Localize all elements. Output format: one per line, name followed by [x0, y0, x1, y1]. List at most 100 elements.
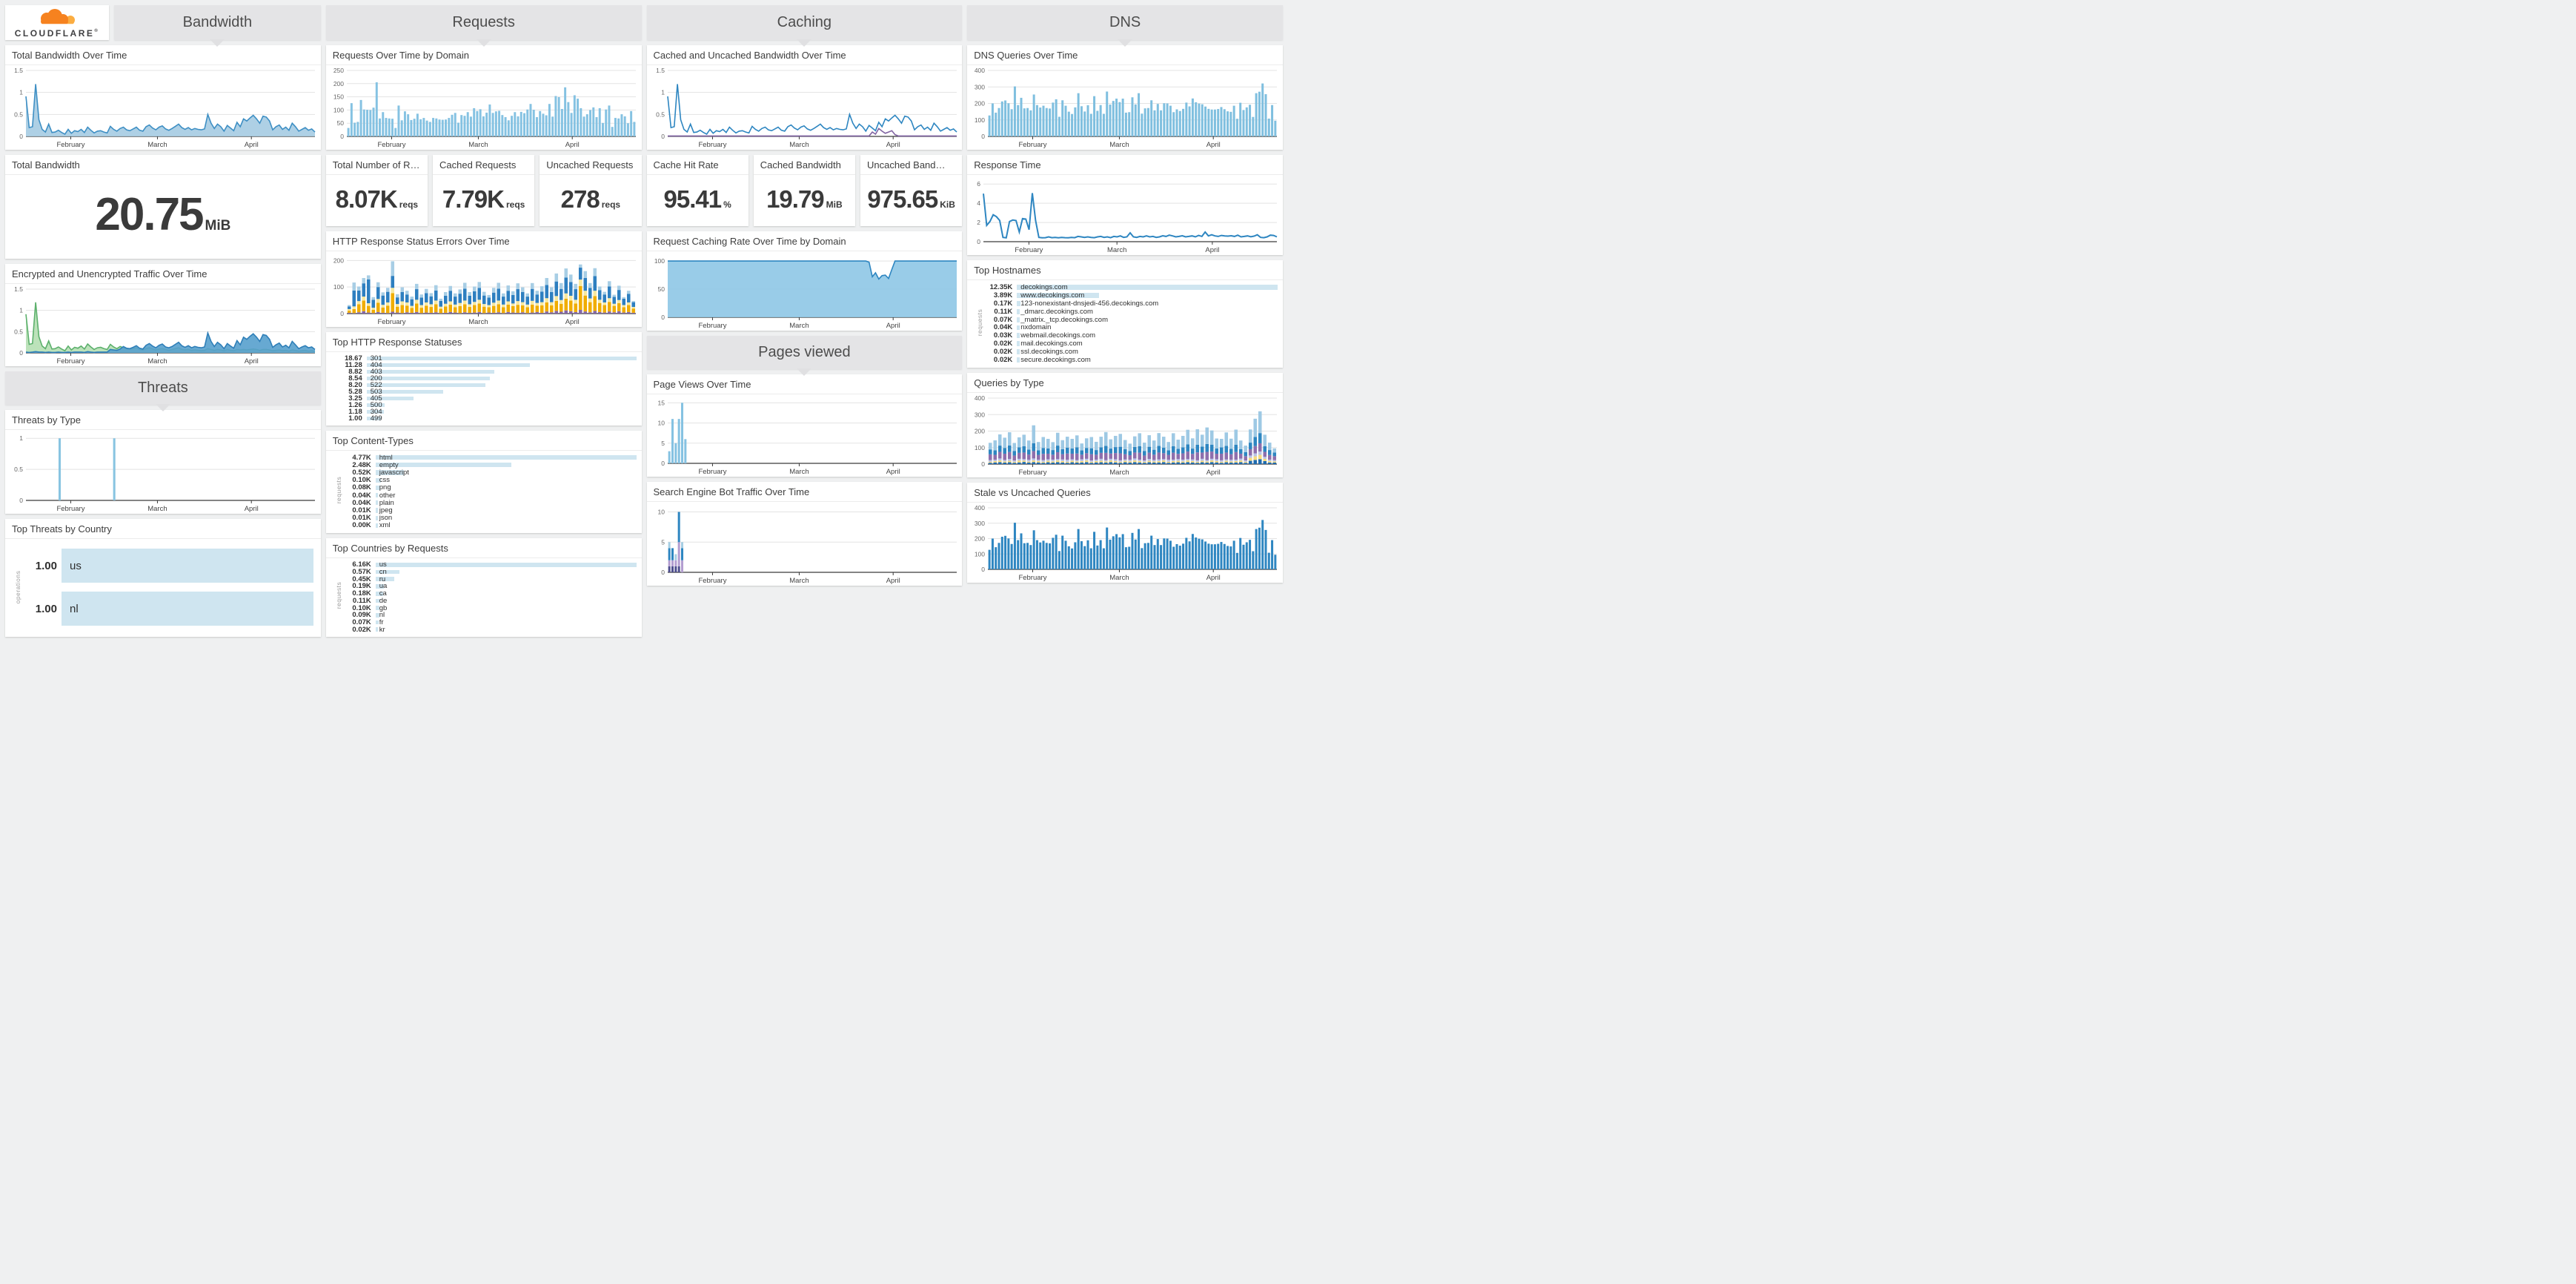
panel-dns-queries: DNS Queries Over Time 0 100 200 300 400 Febru…: [967, 45, 1283, 150]
panel-bot-traffic: Search Engine Bot Traffic Over Time 0 5 10…: [646, 482, 963, 586]
list-row-value: 0.01K: [352, 514, 371, 523]
list-row: 0.04K other: [337, 491, 637, 500]
panel-top-hostnames: Top Hostnames requests 12.35K decokings.c…: [967, 260, 1283, 368]
svg-text:400: 400: [975, 394, 985, 402]
stale-uncached-queries-chart[interactable]: 0 100 200 300 400 February March April: [967, 503, 1283, 583]
svg-text:100: 100: [975, 116, 985, 124]
list-row: 8.82 403: [328, 368, 637, 376]
svg-text:200: 200: [975, 535, 985, 543]
list-row-bar: empty: [375, 461, 637, 469]
total-bandwidth-over-time-chart[interactable]: 0 0.5 1 1.5 February March April: [5, 65, 321, 150]
svg-text:0: 0: [19, 349, 23, 357]
list-row-bar: kr: [375, 626, 637, 634]
list-row-label: ca: [379, 589, 387, 598]
list-row-bar: cn: [375, 568, 637, 576]
encrypted-traffic-chart[interactable]: 0 0.5 1 1.5 February March April: [5, 284, 321, 366]
bar: [1017, 349, 1020, 355]
svg-text:March: March: [468, 141, 488, 149]
panel-encrypted-traffic: Encrypted and Unencrypted Traffic Over T…: [5, 264, 321, 366]
bar: [366, 383, 485, 387]
panel-title: Queries by Type: [967, 373, 1283, 393]
bar: [375, 470, 405, 475]
list-row-label: 404: [370, 361, 382, 369]
queries-by-type-chart[interactable]: 0 100 200 300 400 February March April: [967, 393, 1283, 477]
stat-uncached-bandwidth: Uncached Band… 975.65 KiB: [860, 155, 963, 226]
list-row-value: 11.28: [345, 361, 362, 369]
bar: [366, 357, 637, 360]
list-row-value: 1.00: [35, 559, 57, 572]
panel-title: Total Bandwidth Over Time: [5, 45, 321, 65]
panel-total-bandwidth-over-time: Total Bandwidth Over Time 0 0.5 1 1.5 Februa…: [5, 45, 321, 150]
list-row-bar: us: [62, 548, 313, 583]
list-row-value: 4.77K: [352, 453, 371, 462]
list-row-bar: 403: [366, 368, 637, 376]
list-row-value: 0.02K: [993, 356, 1013, 365]
cached-uncached-bandwidth-chart[interactable]: 0 0.5 1 1.5 February March April: [647, 65, 963, 150]
stat-value: 19.79 MiB: [754, 175, 855, 226]
list-row-label: ssl.decokings.com: [1020, 348, 1078, 357]
svg-text:April: April: [1206, 141, 1221, 149]
list-row-label: html: [379, 453, 393, 462]
svg-text:0: 0: [661, 314, 665, 321]
svg-text:April: April: [886, 141, 900, 149]
section-pointer: [210, 39, 225, 47]
list-row-bar: ru: [375, 575, 637, 583]
list-row-label: 503: [370, 388, 382, 396]
section-header-caching: Caching: [646, 5, 963, 47]
list-row-value: 3.89K: [993, 291, 1013, 300]
panel-title: Encrypted and Unencrypted Traffic Over T…: [5, 264, 321, 284]
bot-traffic-chart[interactable]: 0 5 10 February March April: [647, 502, 963, 586]
list-row: 0.07K fr: [337, 618, 637, 626]
list-row: 0.03K webmail.decokings.com: [978, 331, 1278, 340]
stat-value: 8.07K reqs: [326, 175, 428, 226]
list-row: 0.01K json: [337, 514, 637, 523]
list-row-bar: 123-nonexistant-dnsjedi-456.decokings.co…: [1017, 300, 1278, 308]
threats-by-type-chart[interactable]: 0 0.5 1 February March April: [5, 430, 321, 514]
list-row: 0.11K _dmarc.decokings.com: [978, 308, 1278, 316]
http-errors-chart[interactable]: 0 100 200 February March April: [326, 251, 642, 327]
svg-text:200: 200: [333, 80, 344, 87]
section-title: Threats: [137, 380, 188, 396]
list-row-bar: ca: [375, 589, 637, 598]
stat-cached-requests: Cached Requests 7.79K reqs: [433, 155, 535, 226]
list-row: 12.35K decokings.com: [978, 283, 1278, 291]
panel-top-countries: Top Countries by Requests requests 6.16K…: [325, 538, 642, 637]
bar: [1017, 317, 1020, 322]
response-time-chart[interactable]: 0 2 4 6 February March April: [967, 175, 1283, 255]
svg-text:February: February: [56, 357, 84, 365]
svg-text:200: 200: [975, 428, 985, 435]
section-pointer: [797, 368, 812, 376]
bar: [366, 410, 384, 414]
list-row-value: 0.11K: [352, 596, 371, 605]
bar: [375, 500, 379, 506]
svg-text:0: 0: [982, 566, 986, 573]
requests-stats-row: Total Number of Re… 8.07K reqs Cached Re…: [325, 155, 642, 226]
list-row-label: css: [379, 476, 390, 485]
list-row-label: plain: [379, 498, 394, 507]
list-row-value: 0.02K: [352, 625, 371, 634]
cloudflare-logo[interactable]: CLOUDFLARE®: [5, 5, 109, 40]
list-row-label: 405: [370, 394, 382, 403]
list-row: 0.09K nl: [337, 611, 637, 619]
metric-unit: reqs: [601, 199, 621, 210]
list-row-label: us: [70, 559, 82, 572]
list-row-bar: other: [375, 491, 637, 500]
svg-text:April: April: [245, 357, 259, 365]
list-row: 1.00 us: [20, 548, 313, 583]
page-views-chart[interactable]: 0 5 10 15 February March April: [647, 394, 963, 477]
requests-over-time-chart[interactable]: 0 50 100 150 200 250 February March April: [326, 65, 642, 150]
request-caching-rate-chart[interactable]: 0 50 100 February March April: [647, 251, 963, 331]
list-row-value: 8.20: [348, 381, 362, 389]
bar: [375, 591, 384, 596]
svg-text:0.5: 0.5: [14, 110, 23, 118]
list-row-value: 0.04K: [352, 498, 371, 507]
list-row-label: ua: [379, 582, 388, 591]
list-row-label: javascript: [379, 469, 409, 477]
svg-text:April: April: [886, 322, 900, 330]
list-row-label: other: [379, 491, 396, 500]
svg-text:April: April: [1206, 469, 1221, 477]
list-row-value: 0.19K: [352, 582, 371, 591]
dns-queries-chart[interactable]: 0 100 200 300 400 February March April: [967, 65, 1283, 150]
list-row: 1.26 500: [328, 401, 637, 409]
list-row: 8.54 200: [328, 374, 637, 383]
